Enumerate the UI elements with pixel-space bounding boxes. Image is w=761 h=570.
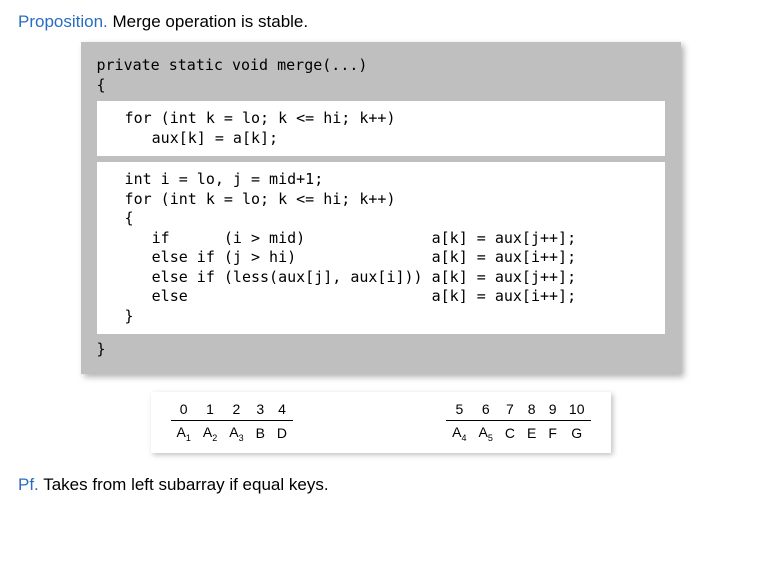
code-block-1: for (int k = lo; k <= hi; k++) aux[k] = … — [107, 109, 655, 148]
left-value-cell: A2 — [197, 420, 223, 445]
code-inner-2: int i = lo, j = mid+1; for (int k = lo; … — [97, 162, 665, 334]
right-value-cell: G — [563, 420, 591, 445]
proposition-text: Merge operation is stable. — [108, 12, 308, 31]
left-indices: 01234 — [171, 398, 294, 421]
slide: Proposition. Merge operation is stable. … — [0, 0, 761, 517]
left-values: A1A2A3BD — [171, 420, 294, 445]
proof-label: Pf. — [18, 475, 39, 494]
right-index-cell: 8 — [521, 398, 542, 421]
right-value-cell: A4 — [446, 420, 472, 445]
code-inner-1: for (int k = lo; k <= hi; k++) aux[k] = … — [97, 101, 665, 156]
left-value-cell: D — [271, 420, 293, 445]
tables: 01234 A1A2A3BD 5678910 A4A5CEFG — [151, 392, 611, 454]
right-value-cell: A5 — [473, 420, 499, 445]
left-value-cell: B — [250, 420, 271, 445]
proposition-label: Proposition. — [18, 12, 108, 31]
left-index-cell: 4 — [271, 398, 293, 421]
left-index-cell: 0 — [171, 398, 197, 421]
right-index-cell: 6 — [473, 398, 499, 421]
left-index-cell: 2 — [223, 398, 249, 421]
right-values: A4A5CEFG — [446, 420, 590, 445]
right-index-cell: 5 — [446, 398, 472, 421]
left-value-cell: A1 — [171, 420, 197, 445]
proof-line: Pf. Takes from left subarray if equal ke… — [18, 475, 743, 495]
right-indices: 5678910 — [446, 398, 590, 421]
code-block: private static void merge(...) { for (in… — [81, 42, 681, 374]
right-table: 5678910 A4A5CEFG — [446, 398, 590, 446]
code-tail: } — [97, 340, 665, 360]
right-index-cell: 10 — [563, 398, 591, 421]
left-index-cell: 1 — [197, 398, 223, 421]
code-head-2: { — [97, 76, 665, 96]
right-value-cell: C — [499, 420, 521, 445]
proof-text: Takes from left subarray if equal keys. — [39, 475, 329, 494]
left-index-cell: 3 — [250, 398, 271, 421]
left-table: 01234 A1A2A3BD — [171, 398, 294, 446]
code-block-2: int i = lo, j = mid+1; for (int k = lo; … — [107, 170, 655, 326]
right-value-cell: F — [542, 420, 563, 445]
code-head-1: private static void merge(...) — [97, 56, 665, 76]
right-index-cell: 9 — [542, 398, 563, 421]
right-value-cell: E — [521, 420, 542, 445]
right-index-cell: 7 — [499, 398, 521, 421]
proposition-line: Proposition. Merge operation is stable. — [18, 12, 743, 32]
left-value-cell: A3 — [223, 420, 249, 445]
